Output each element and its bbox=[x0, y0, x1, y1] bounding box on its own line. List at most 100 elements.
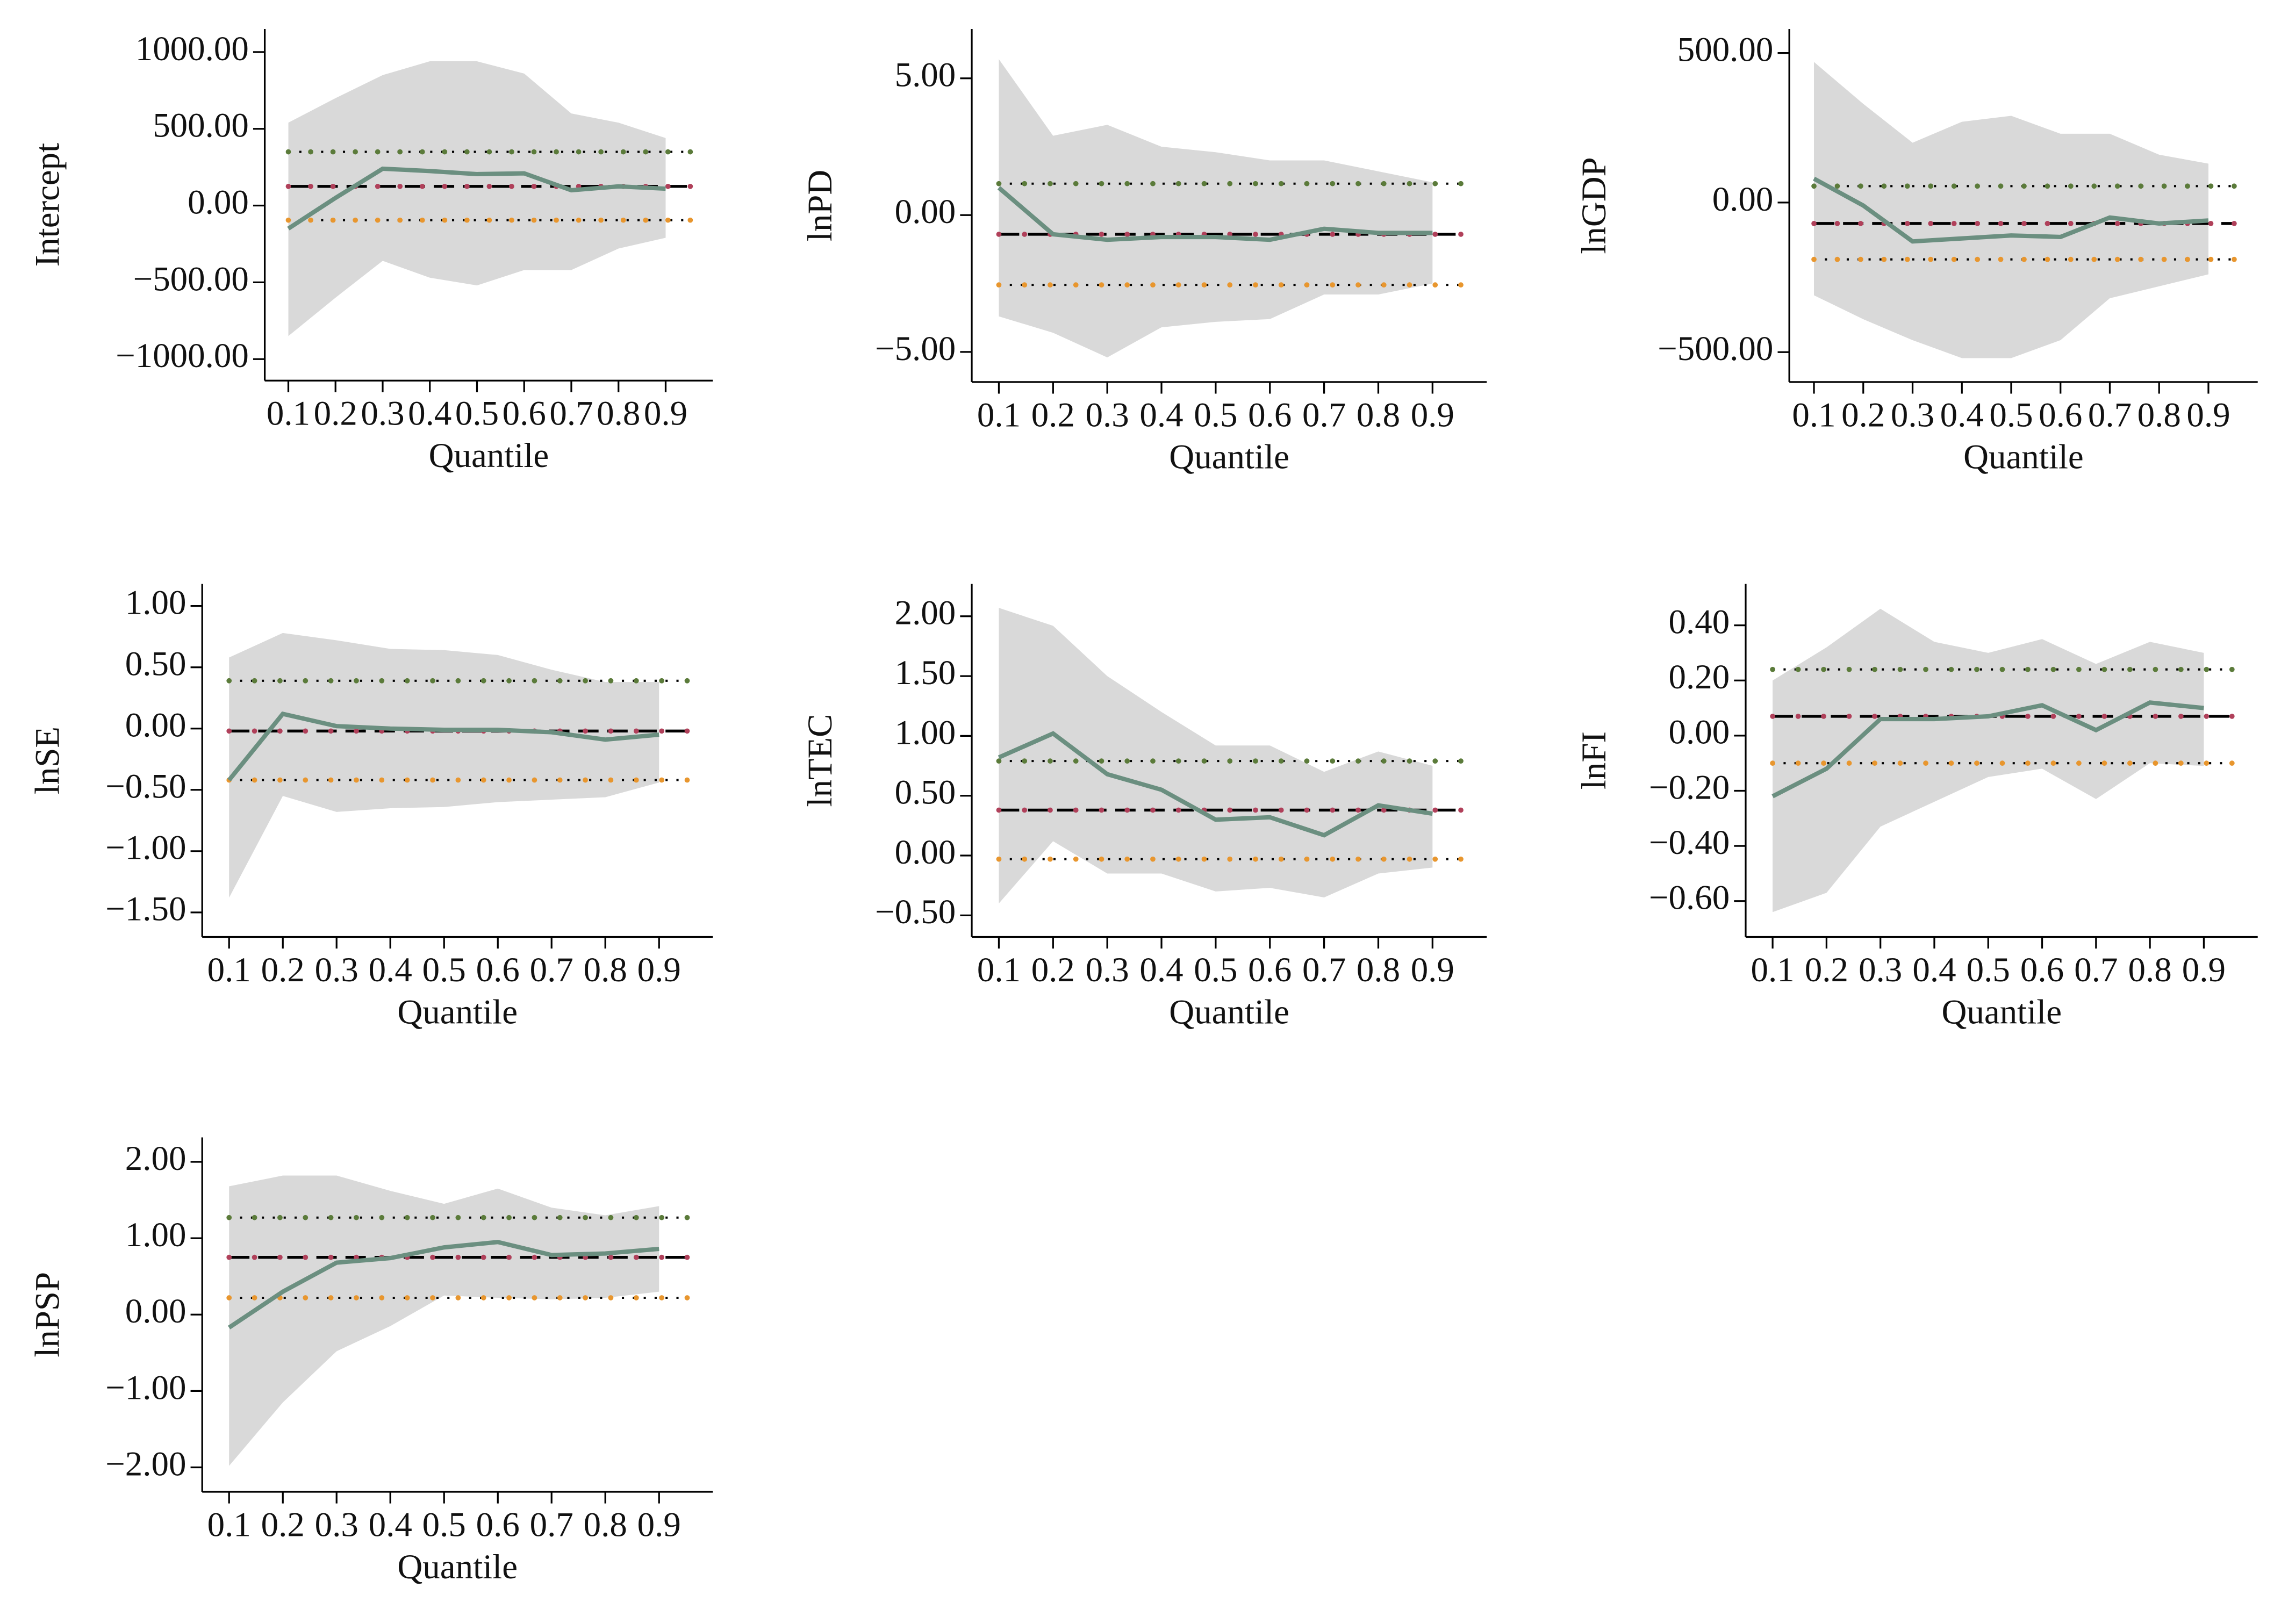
ols-upper-dot bbox=[608, 1215, 614, 1220]
ols-lower-dot bbox=[2208, 256, 2214, 262]
ols-upper-dot bbox=[379, 678, 385, 684]
ols-upper-dot bbox=[2045, 183, 2050, 189]
ols-lower-dot bbox=[2232, 256, 2237, 262]
ols-upper-dot bbox=[554, 149, 559, 155]
y-tick-label: −0.50 bbox=[875, 893, 956, 931]
ols-value-dot bbox=[2076, 714, 2082, 719]
ols-lower-dot bbox=[480, 1295, 486, 1300]
ols-value-dot bbox=[277, 728, 283, 734]
ols-value-dot bbox=[1381, 807, 1387, 813]
ols-lower-dot bbox=[330, 217, 336, 223]
confidence-band bbox=[999, 608, 1433, 904]
ols-lower-dot bbox=[1175, 856, 1181, 862]
ols-lower-dot bbox=[375, 217, 381, 223]
ols-value-dot bbox=[480, 1254, 486, 1260]
ols-upper-dot bbox=[285, 149, 291, 155]
ols-upper-dot bbox=[687, 149, 693, 155]
ols-value-dot bbox=[608, 728, 614, 734]
ols-value-dot bbox=[252, 728, 257, 734]
ols-value-dot bbox=[277, 1254, 283, 1260]
ols-upper-dot bbox=[455, 678, 461, 684]
ols-lower-dot bbox=[2101, 760, 2107, 766]
ols-upper-dot bbox=[684, 678, 690, 684]
y-axis-label: lnFI bbox=[1575, 731, 1613, 789]
ols-value-dot bbox=[308, 183, 313, 189]
ols-lower-dot bbox=[303, 777, 309, 783]
ols-upper-dot bbox=[226, 1215, 232, 1220]
ols-value-dot bbox=[1099, 807, 1104, 813]
ols-lower-dot bbox=[1458, 856, 1464, 862]
y-tick-label: −1.00 bbox=[105, 1368, 186, 1407]
ols-lower-dot bbox=[1048, 856, 1053, 862]
ols-value-dot bbox=[1770, 714, 1775, 719]
ols-upper-dot bbox=[1407, 758, 1412, 764]
ols-lower-dot bbox=[1811, 256, 1817, 262]
ols-upper-dot bbox=[1846, 666, 1852, 672]
ols-lower-dot bbox=[1846, 760, 1852, 766]
ols-value-dot bbox=[633, 728, 639, 734]
ols-upper-dot bbox=[455, 1215, 461, 1220]
ols-value-dot bbox=[659, 728, 665, 734]
ols-upper-dot bbox=[1858, 183, 1863, 189]
x-tick-label: 0.9 bbox=[644, 394, 687, 433]
ols-lower-dot bbox=[455, 1295, 461, 1300]
y-axis-label: Intercept bbox=[28, 143, 67, 267]
estimate-line bbox=[997, 186, 1433, 242]
ols-lower-dot bbox=[1999, 760, 2005, 766]
estimate-line bbox=[1771, 700, 2204, 799]
ols-value-dot bbox=[608, 1254, 614, 1260]
x-tick-label: 0.2 bbox=[1841, 396, 1885, 434]
x-tick-label: 0.3 bbox=[315, 1506, 358, 1544]
ols-lower-dot bbox=[557, 777, 563, 783]
ols-upper-dot bbox=[277, 678, 283, 684]
ols-upper-dot bbox=[1048, 181, 1053, 186]
ols-lower-dot bbox=[1048, 282, 1053, 288]
ols-lower-dot bbox=[576, 217, 582, 223]
x-tick-label: 0.5 bbox=[455, 394, 499, 433]
ols-upper-dot bbox=[1175, 181, 1181, 186]
ols-lower-dot bbox=[643, 217, 649, 223]
x-tick-label: 0.8 bbox=[1357, 951, 1400, 989]
x-tick-label: 0.1 bbox=[1751, 951, 1795, 989]
ols-upper-dot bbox=[1330, 758, 1336, 764]
ols-value-dot bbox=[1099, 232, 1104, 237]
ols-upper-dot bbox=[506, 678, 512, 684]
ols-lower-dot bbox=[1923, 760, 1928, 766]
ols-lower-dot bbox=[353, 217, 358, 223]
ols-lower-dot bbox=[464, 217, 470, 223]
ols-upper-dot bbox=[2185, 183, 2190, 189]
ols-upper-dot bbox=[1201, 758, 1207, 764]
x-tick-label: 0.2 bbox=[261, 1506, 305, 1544]
ols-lower-dot bbox=[1770, 760, 1775, 766]
ols-lower-dot bbox=[2050, 760, 2056, 766]
ols-lower-dot bbox=[687, 217, 693, 223]
ols-upper-dot bbox=[2178, 666, 2184, 672]
ols-lower-dot bbox=[2045, 256, 2050, 262]
ols-lower-dot bbox=[532, 777, 537, 783]
ols-lower-dot bbox=[1975, 256, 1980, 262]
estimate-line bbox=[227, 1240, 659, 1330]
ols-upper-dot bbox=[252, 1215, 257, 1220]
x-tick-label: 0.7 bbox=[2088, 396, 2132, 434]
x-tick-label: 0.6 bbox=[2020, 951, 2064, 989]
ols-upper-dot bbox=[1124, 758, 1130, 764]
ols-lower-dot bbox=[1330, 856, 1336, 862]
ols-upper-dot bbox=[1073, 181, 1079, 186]
ols-value-dot bbox=[226, 728, 232, 734]
x-tick-label: 0.4 bbox=[1139, 396, 1183, 434]
x-tick-label: 0.5 bbox=[422, 1506, 466, 1544]
ols-lower-dot bbox=[2076, 760, 2082, 766]
x-tick-label: 0.3 bbox=[1891, 396, 1934, 434]
x-tick-label: 0.8 bbox=[584, 951, 627, 989]
ols-lower-dot bbox=[608, 1295, 614, 1300]
ols-lower-dot bbox=[1872, 760, 1877, 766]
x-tick-label: 0.2 bbox=[1031, 951, 1075, 989]
y-tick-label: 0.00 bbox=[895, 833, 956, 872]
y-tick-label: −0.60 bbox=[1649, 879, 1730, 917]
ols-lower-dot bbox=[480, 777, 486, 783]
ols-upper-dot bbox=[2050, 666, 2056, 672]
ols-lower-dot bbox=[633, 1295, 639, 1300]
ols-lower-dot bbox=[1407, 282, 1412, 288]
x-tick-label: 0.6 bbox=[503, 394, 546, 433]
